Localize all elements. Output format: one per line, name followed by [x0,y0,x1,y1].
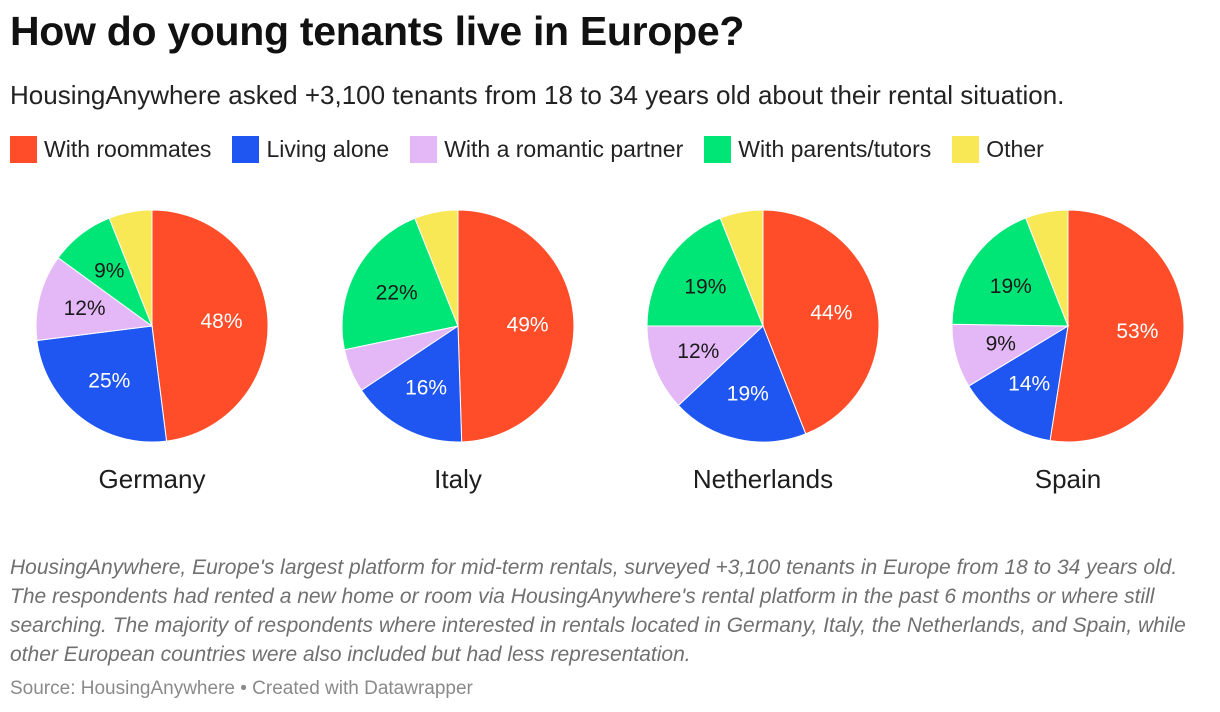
legend-label-parents: With parents/tutors [738,136,932,162]
legend-swatch-other [952,136,980,163]
pie-title-italy: Italy [434,464,482,494]
legend-swatch-living-alone [232,136,260,163]
legend-item-other: Other [952,136,1044,163]
legend-swatch-parents [704,136,732,163]
data-label-romantic-partner: 12% [64,297,106,320]
pie-slice-other [414,209,459,327]
pie-charts: 48% 25% 12% 9% Germany 49% 16% 22% Italy 44% 19% 12… [35,209,1185,494]
data-label-living-alone: 16% [405,376,447,399]
pie-title-germany: Germany [99,464,206,494]
pie-slice-parents [646,217,764,327]
data-label-parents: 22% [376,282,418,305]
pie-slice-roommates [1049,209,1185,443]
pie-slice-roommates [151,209,269,442]
data-label-roommates: 53% [1116,320,1158,343]
pie-title-netherlands: Netherlands [693,464,833,494]
pie-spain: 53% 14% 9% 19% Spain [951,209,1185,494]
data-label-living-alone: 19% [727,382,769,405]
chart-title: How do young tenants live in Europe? [10,8,745,54]
chart-source: Source: HousingAnywhere • Created with D… [10,678,473,699]
pie-slice-living-alone [968,325,1069,442]
data-label-romantic-partner: 12% [677,340,719,363]
pie-slice-living-alone [360,325,463,443]
legend-label-other: Other [986,136,1044,162]
legend: With roommates Living alone With a roman… [10,136,1065,163]
data-label-living-alone: 14% [1008,372,1050,395]
pie-slice-other [1025,209,1069,327]
pie-slice-roommates [457,209,575,443]
pie-slice-roommates [762,209,880,435]
data-label-romantic-partner: 9% [986,333,1016,356]
data-label-roommates: 44% [810,302,852,325]
pie-netherlands: 44% 19% 12% 19% Netherlands [646,209,880,494]
data-label-parents: 19% [684,275,726,298]
pie-slice-parents [341,217,459,351]
chart-subtitle: HousingAnywhere asked +3,100 tenants fro… [10,80,1065,110]
legend-item-roommates: With roommates [10,136,211,163]
pie-slice-other [719,209,764,327]
pie-slice-living-alone [36,325,168,443]
legend-label-romantic-partner: With a romantic partner [444,136,684,162]
legend-item-romantic-partner: With a romantic partner [410,136,683,163]
data-label-living-alone: 25% [88,370,130,393]
pie-slice-romantic-partner [35,257,154,342]
data-label-parents: 19% [990,275,1032,298]
pie-italy: 49% 16% 22% Italy [341,209,575,494]
chart-notes: HousingAnywhere, Europe's largest platfo… [10,556,1186,666]
legend-label-living-alone: Living alone [266,136,390,162]
data-label-roommates: 48% [200,310,242,333]
pie-slice-romantic-partner [646,325,765,407]
pie-slice-other [108,209,153,327]
pie-title-spain: Spain [1035,464,1102,494]
legend-item-parents: With parents/tutors [704,136,931,163]
legend-swatch-romantic-partner [410,136,438,163]
data-label-roommates: 49% [507,313,549,336]
data-label-parents: 9% [94,260,124,283]
pie-germany: 48% 25% 12% 9% Germany [35,209,269,494]
legend-swatch-roommates [10,136,37,163]
legend-label-roommates: With roommates [44,136,212,162]
pie-slice-parents [951,217,1069,327]
pie-slice-living-alone [677,325,807,443]
legend-item-living-alone: Living alone [232,136,389,163]
